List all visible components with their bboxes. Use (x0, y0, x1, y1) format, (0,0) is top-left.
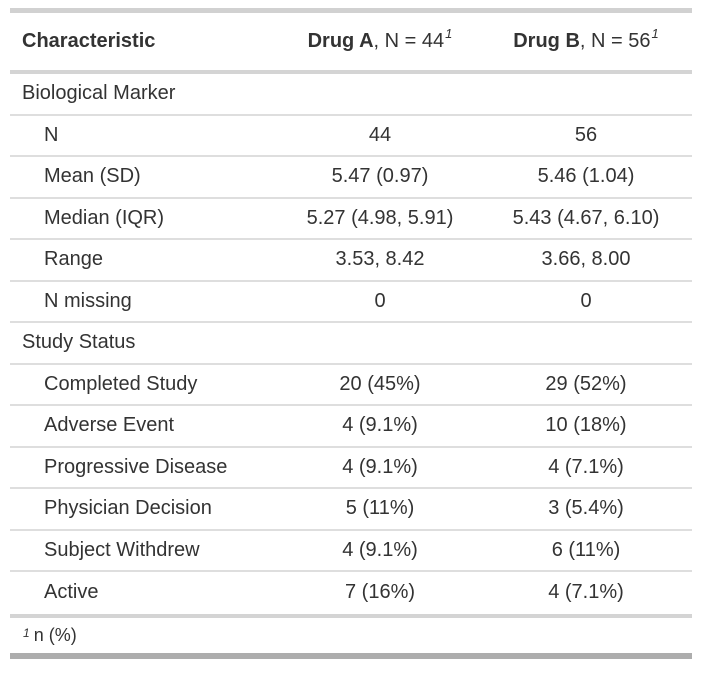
group-label: Study Status (22, 331, 136, 354)
drug-b-footnote-mark: 1 (651, 26, 659, 42)
table-row: Subject Withdrew 4 (9.1%) 6 (11%) (10, 531, 692, 572)
row-label-cell: Physician Decision (44, 497, 212, 520)
drug-a-value-cell: 4 (9.1%) (342, 538, 418, 561)
drug-b-value-cell: 0 (580, 289, 592, 312)
row-label-cell: Median (IQR) (44, 206, 165, 229)
drug-a-value-cell: 5 (11%) (345, 497, 415, 520)
column-header-drug-b: Drug B, N = 561 (480, 27, 692, 53)
drug-a-n-suffix: , N = 44 (373, 30, 445, 52)
table-row: Completed Study 20 (45%) 29 (52%) (10, 365, 692, 406)
footnote-text: n (%) (33, 624, 77, 645)
drug-a-value-cell: 44 (368, 123, 392, 146)
row-label-cell: Range (44, 248, 103, 271)
row-label-cell: Active (44, 581, 99, 604)
drug-a-value-cell: 4 (9.1%) (342, 414, 418, 437)
drug-b-value-cell: 5.43 (4.67, 6.10) (512, 206, 660, 229)
row-label-cell: N (44, 123, 59, 146)
drug-b-value-cell: 29 (52%) (545, 372, 627, 395)
drug-a-footnote-mark: 1 (445, 26, 453, 42)
row-label-cell: Progressive Disease (44, 455, 228, 478)
summary-table: Characteristic Drug A, N = 441 Drug B, N… (10, 8, 692, 659)
drug-b-value-cell: 4 (7.1%) (548, 581, 624, 604)
drug-a-value-cell: 3.53, 8.42 (335, 248, 425, 271)
table-body: Biological Marker N 44 56 Mean (SD) 5.47 (0.9… (10, 74, 692, 618)
drug-a-value-cell: 5.47 (0.97) (331, 165, 429, 188)
drug-b-value-cell: 56 (574, 123, 598, 146)
table-row: Mean (SD) 5.47 (0.97) 5.46 (1.04) (10, 157, 692, 199)
drug-a-name: Drug A (307, 30, 374, 52)
row-label-cell: Subject Withdrew (44, 538, 200, 561)
drug-a-value-cell: 7 (16%) (344, 581, 416, 604)
drug-b-value-cell: 5.46 (1.04) (537, 165, 635, 188)
drug-b-value-cell: 3.66, 8.00 (541, 248, 631, 271)
group-header-row: Biological Marker (10, 74, 692, 116)
drug-b-name: Drug B (513, 30, 580, 52)
drug-b-value-cell: 6 (11%) (551, 538, 621, 561)
group-label: Biological Marker (22, 82, 176, 105)
drug-a-value-cell: 4 (9.1%) (342, 455, 418, 478)
row-label-cell: N missing (44, 289, 132, 312)
drug-b-n-suffix: , N = 56 (579, 30, 651, 52)
table-row: Range 3.53, 8.42 3.66, 8.00 (10, 240, 692, 282)
table-row: Median (IQR) 5.27 (4.98, 5.91) 5.43 (4.67,… (10, 199, 692, 240)
table-row: Progressive Disease 4 (9.1%) 4 (7.1%) (10, 448, 692, 489)
table-row: N 44 56 (10, 116, 692, 157)
table-row: Adverse Event 4 (9.1%) 10 (18%) (10, 406, 692, 448)
drug-a-value-cell: 0 (374, 289, 386, 312)
table-row: Physician Decision 5 (11%) 3 (5.4%) (10, 489, 692, 531)
drug-a-value-cell: 5.27 (4.98, 5.91) (306, 206, 454, 229)
drug-a-value-cell: 20 (45%) (339, 372, 421, 395)
group-header-row: Study Status (10, 323, 692, 365)
drug-b-value-cell: 4 (7.1%) (548, 455, 624, 478)
drug-b-value-cell: 10 (18%) (545, 414, 627, 437)
row-label-cell: Mean (SD) (44, 165, 141, 188)
table-row: N missing 0 0 (10, 282, 692, 323)
row-label-cell: Completed Study (44, 372, 198, 395)
table-row: Active 7 (16%) 4 (7.1%) (10, 572, 692, 614)
table-header-row: Characteristic Drug A, N = 441 Drug B, N… (10, 13, 692, 74)
column-header-drug-a: Drug A, N = 441 (280, 27, 480, 53)
row-label-cell: Adverse Event (44, 414, 175, 437)
drug-b-value-cell: 3 (5.4%) (548, 497, 624, 520)
column-header-characteristic: Characteristic (22, 30, 156, 52)
